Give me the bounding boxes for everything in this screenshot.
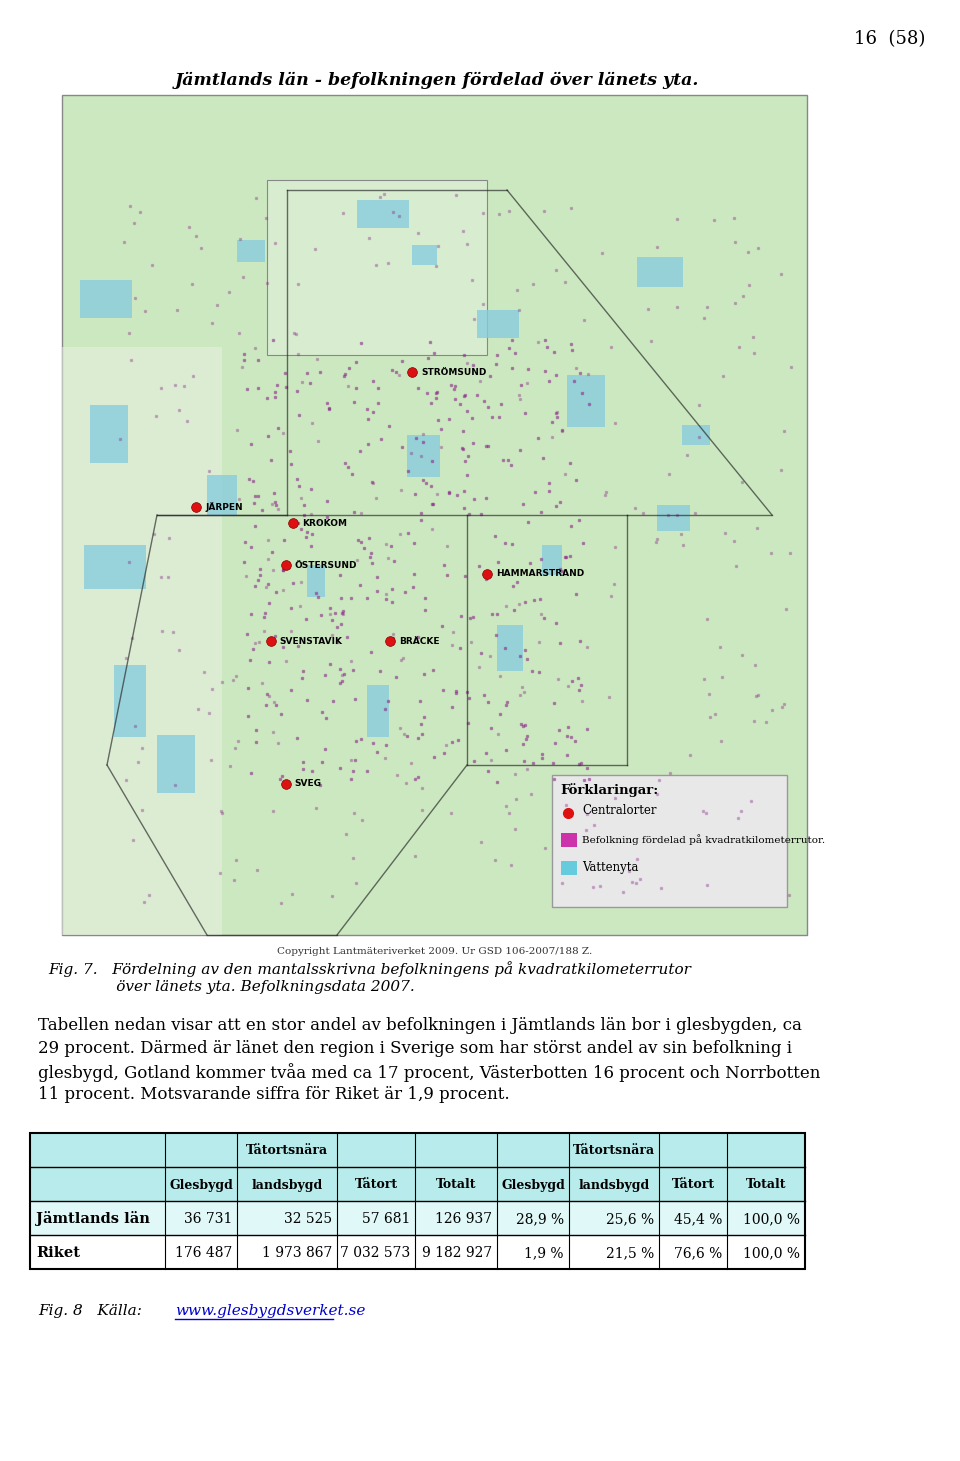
Text: www.glesbygdsverket.se: www.glesbygdsverket.se [175,1305,366,1318]
Bar [552,774,787,907]
Text: 57 681: 57 681 [362,1213,410,1226]
Text: Befolkning fördelad på kvadratkilometerrutor.: Befolkning fördelad på kvadratkilometerr… [582,834,826,846]
Text: Totalt: Totalt [436,1179,476,1192]
Text: Fig. 7.   Fördelning av den mantalsskrivna befolkningens på kvadratkilometerruto: Fig. 7. Fördelning av den mantalsskrivna… [48,961,691,977]
Bar [62,95,807,935]
Text: 100,0 %: 100,0 % [743,1213,800,1226]
Bar [84,545,146,589]
Bar [682,425,710,446]
Text: över länets yta. Befolkningsdata 2007.: över länets yta. Befolkningsdata 2007. [48,980,415,993]
Bar [114,665,146,736]
Bar [542,545,562,576]
Text: Jämtlands län: Jämtlands län [36,1211,150,1226]
Text: Förklaringar:: Förklaringar: [560,783,659,796]
Text: 9 182 927: 9 182 927 [421,1246,492,1259]
Text: 25,6 %: 25,6 % [606,1213,654,1226]
Text: Totalt: Totalt [746,1179,786,1192]
Bar [367,685,389,736]
Text: 126 937: 126 937 [435,1213,492,1226]
Text: 29 procent. Därmed är länet den region i Sverige som har störst andel av sin bef: 29 procent. Därmed är länet den region i… [38,1040,792,1056]
Bar [267,180,487,355]
Text: 1 973 867: 1 973 867 [262,1246,332,1259]
Text: Glesbygd: Glesbygd [169,1179,233,1192]
Bar [477,310,519,337]
Text: 36 731: 36 731 [183,1213,232,1226]
Text: 1,9 %: 1,9 % [524,1246,564,1259]
Text: Fig. 8   Källa:: Fig. 8 Källa: [38,1305,142,1318]
Bar [637,257,683,286]
Text: 32 525: 32 525 [284,1213,332,1226]
Bar [497,625,523,671]
Bar [657,506,690,530]
Text: Tätortsnära: Tätortsnära [573,1144,655,1157]
Text: Tabellen nedan visar att en stor andel av befolkningen i Jämtlands län bor i gle: Tabellen nedan visar att en stor andel a… [38,1017,802,1034]
Text: 28,9 %: 28,9 % [516,1213,564,1226]
Bar [80,281,132,318]
Text: Tätortsnära: Tätortsnära [246,1144,328,1157]
Text: SVEG: SVEG [295,779,322,789]
Text: ÖSTERSUND: ÖSTERSUND [295,561,357,570]
Bar [561,861,577,875]
Text: 176 487: 176 487 [175,1246,232,1259]
Bar [62,348,222,935]
Bar [30,1201,805,1235]
Text: Tätort: Tätort [671,1179,714,1192]
Text: glesbygd, Gotland kommer tvåa med ca 17 procent, Västerbotten 16 procent och Nor: glesbygd, Gotland kommer tvåa med ca 17 … [38,1064,821,1083]
Text: Glesbygd: Glesbygd [501,1179,564,1192]
Text: 11 procent. Motsvarande siffra för Riket är 1,9 procent.: 11 procent. Motsvarande siffra för Riket… [38,1086,510,1103]
Bar [412,245,437,264]
Bar [237,240,265,262]
Text: SVENSTAVIK: SVENSTAVIK [279,637,343,646]
Text: 21,5 %: 21,5 % [606,1246,654,1259]
Bar [307,565,325,598]
Bar [357,200,409,228]
Bar [30,1132,805,1201]
Text: Tätort: Tätort [354,1179,397,1192]
Bar [207,475,237,514]
Bar [157,735,195,793]
Text: Riket: Riket [36,1246,80,1259]
Text: 7 032 573: 7 032 573 [340,1246,410,1259]
Text: 76,6 %: 76,6 % [674,1246,722,1259]
Text: Jämtlands län - befolkningen fördelad över länets yta.: Jämtlands län - befolkningen fördelad öv… [175,72,700,89]
Bar [567,375,605,427]
Text: 16  (58): 16 (58) [853,31,925,48]
Text: Copyright Lantmäteriverket 2009. Ur GSD 106-2007/188 Z.: Copyright Lantmäteriverket 2009. Ur GSD … [276,947,592,955]
Text: 100,0 %: 100,0 % [743,1246,800,1259]
Text: HAMMARSTRAND: HAMMARSTRAND [495,570,584,579]
Text: BRÄCKE: BRÄCKE [398,637,440,646]
Bar [90,405,128,463]
Text: Centralorter: Centralorter [582,805,657,818]
Text: KROKOM: KROKOM [302,519,347,527]
Bar [30,1235,805,1270]
Text: 45,4 %: 45,4 % [674,1213,722,1226]
Text: landsbygd: landsbygd [252,1179,323,1192]
Bar [407,435,440,476]
Text: landsbygd: landsbygd [578,1179,650,1192]
Text: Vattenyta: Vattenyta [582,862,638,875]
Text: JÄRPEN: JÄRPEN [205,501,243,511]
Text: STRÖMSUND: STRÖMSUND [421,368,487,377]
Bar [561,833,577,847]
Bar [30,1132,805,1270]
